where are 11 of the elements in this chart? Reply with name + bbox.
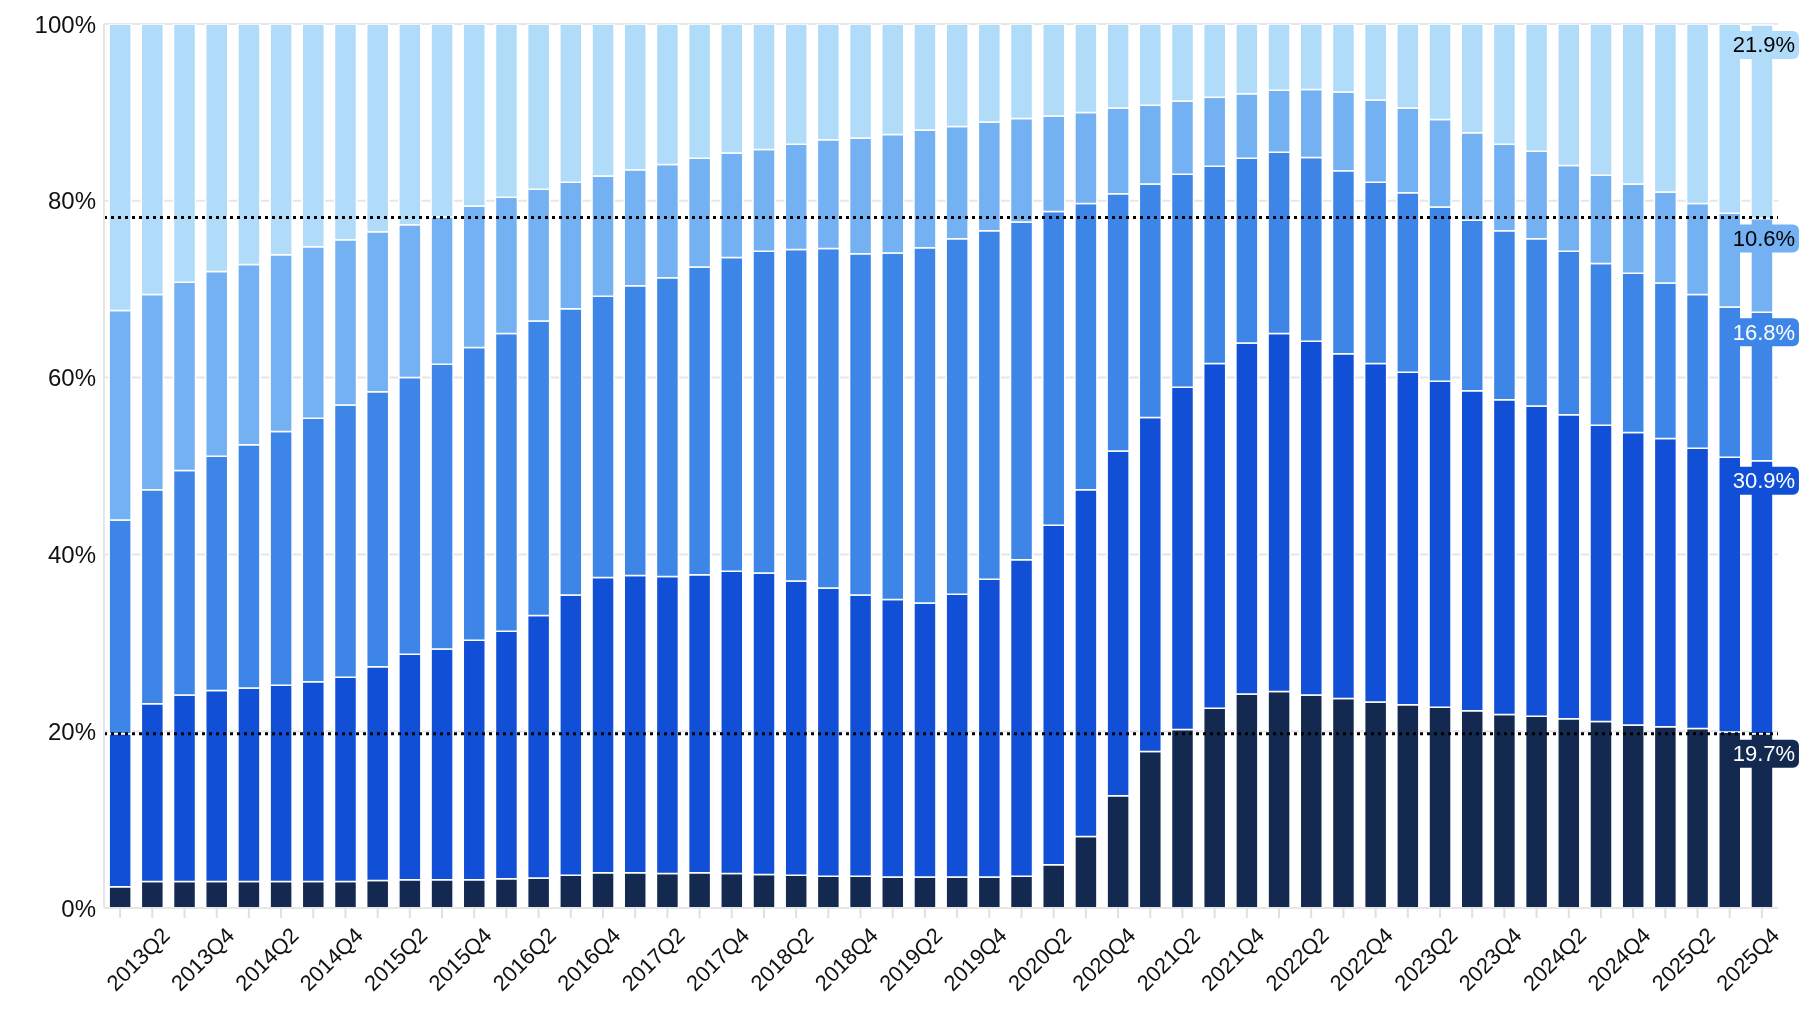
data-label: 16.8% [1732, 319, 1796, 345]
y-tick-label: 40% [47, 540, 96, 568]
y-tick-label: 100% [34, 10, 96, 38]
y-tick-label: 20% [47, 717, 96, 745]
data-label: 10.6% [1732, 225, 1796, 251]
data-label: 21.9% [1732, 32, 1796, 58]
data-label: 19.7% [1732, 741, 1796, 767]
y-tick-label: 60% [47, 364, 96, 392]
y-tick-label: 80% [47, 187, 96, 215]
y-tick-label: 0% [61, 894, 96, 922]
data-label: 30.9% [1732, 468, 1796, 494]
